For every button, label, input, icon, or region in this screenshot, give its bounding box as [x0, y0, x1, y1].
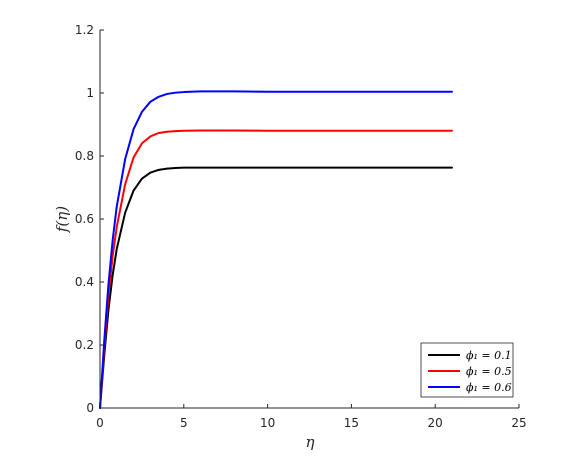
- series-line-3: [99, 90, 453, 409]
- legend-label-1: ϕ₁ = 0.1: [466, 349, 512, 362]
- legend: ϕ₁ = 0.1 ϕ₁ = 0.5 ϕ₁ = 0.6: [420, 342, 514, 398]
- series-layer: [99, 90, 453, 409]
- legend-label-3: ϕ₁ = 0.6: [466, 381, 512, 394]
- x-tick-label: 0: [96, 416, 104, 430]
- y-axis-label: f(η): [53, 206, 71, 233]
- y-ticks: 0 0.2 0.4 0.6 0.8 1 1.2: [75, 23, 104, 415]
- legend-label-2: ϕ₁ = 0.5: [466, 365, 512, 378]
- y-tick-label: 0.8: [75, 149, 94, 163]
- y-tick-label: 1.2: [75, 23, 94, 37]
- y-tick-label: 0: [86, 401, 94, 415]
- y-tick-label: 0.2: [75, 338, 94, 352]
- y-tick-label: 0.6: [75, 212, 94, 226]
- x-tick-label: 15: [344, 416, 359, 430]
- x-ticks: 0 5 10 15 20 25: [96, 404, 527, 430]
- y-tick-label: 0.4: [75, 275, 94, 289]
- y-tick-label: 1: [86, 86, 94, 100]
- x-axis-label: η: [306, 433, 315, 451]
- series-line-2: [99, 129, 453, 409]
- x-tick-label: 20: [428, 416, 443, 430]
- x-tick-label: 25: [511, 416, 526, 430]
- x-tick-label: 5: [180, 416, 188, 430]
- x-tick-label: 10: [260, 416, 275, 430]
- series-line-1: [99, 166, 453, 409]
